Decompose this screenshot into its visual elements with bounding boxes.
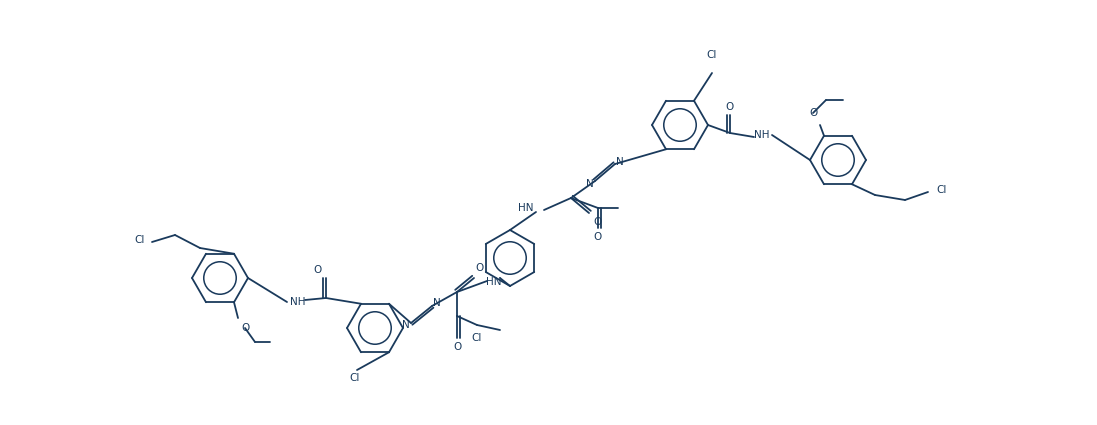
Text: NH: NH xyxy=(291,297,306,307)
Text: N: N xyxy=(403,320,410,330)
Text: HN: HN xyxy=(486,277,501,287)
Text: NH: NH xyxy=(755,130,770,140)
Text: Cl: Cl xyxy=(706,50,717,60)
Text: O: O xyxy=(593,232,602,242)
Text: Cl: Cl xyxy=(350,373,360,383)
Text: N: N xyxy=(617,157,624,167)
Text: HN: HN xyxy=(518,203,534,213)
Text: N: N xyxy=(586,179,593,189)
Text: N: N xyxy=(433,298,441,308)
Text: O: O xyxy=(808,108,817,118)
Text: O: O xyxy=(592,217,601,227)
Text: O: O xyxy=(453,342,461,352)
Text: O: O xyxy=(241,323,249,333)
Text: Cl: Cl xyxy=(135,235,145,245)
Text: O: O xyxy=(726,102,734,112)
Text: O: O xyxy=(476,263,484,273)
Text: Cl: Cl xyxy=(472,333,483,343)
Text: O: O xyxy=(314,265,323,275)
Text: Cl: Cl xyxy=(937,185,947,195)
